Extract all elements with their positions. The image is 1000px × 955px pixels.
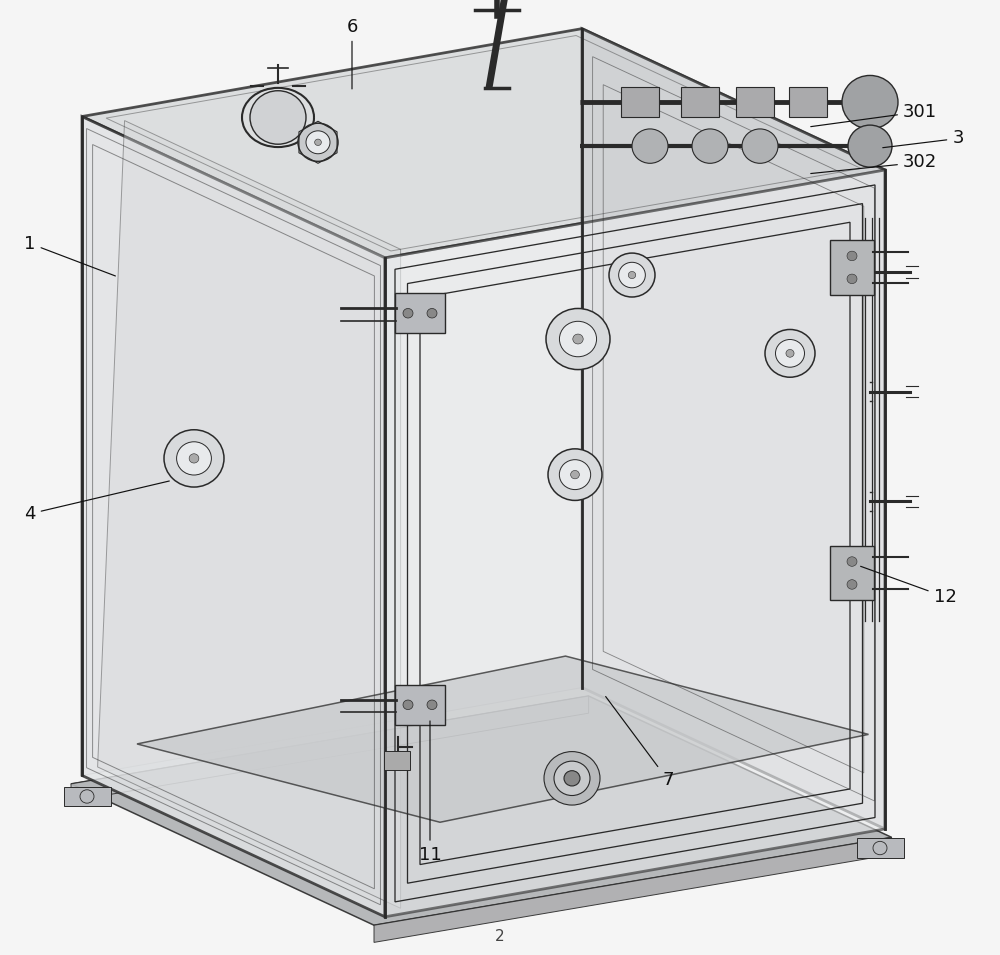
Text: 302: 302 (811, 154, 937, 174)
Circle shape (765, 329, 815, 377)
FancyBboxPatch shape (395, 685, 445, 725)
Circle shape (544, 752, 600, 805)
Circle shape (628, 271, 636, 279)
Text: 6: 6 (346, 18, 358, 89)
Circle shape (546, 308, 610, 370)
Text: 2: 2 (495, 928, 505, 944)
Text: 301: 301 (811, 103, 937, 127)
Circle shape (548, 449, 602, 500)
Circle shape (619, 263, 645, 287)
Circle shape (571, 471, 579, 478)
FancyBboxPatch shape (789, 87, 827, 117)
Circle shape (847, 557, 857, 566)
FancyBboxPatch shape (621, 87, 659, 117)
Circle shape (403, 308, 413, 318)
Circle shape (564, 771, 580, 786)
Circle shape (298, 123, 338, 161)
Circle shape (786, 350, 794, 357)
Polygon shape (374, 838, 892, 943)
FancyBboxPatch shape (64, 787, 110, 806)
Polygon shape (71, 696, 892, 925)
Circle shape (427, 308, 437, 318)
Circle shape (609, 253, 655, 297)
Circle shape (315, 139, 321, 145)
Circle shape (842, 75, 898, 129)
Polygon shape (82, 117, 385, 917)
Text: 11: 11 (419, 721, 441, 863)
Text: 1: 1 (24, 235, 115, 276)
Circle shape (250, 91, 306, 144)
FancyBboxPatch shape (384, 751, 410, 770)
Circle shape (559, 321, 597, 357)
Circle shape (427, 700, 437, 710)
Circle shape (306, 131, 330, 154)
FancyBboxPatch shape (856, 838, 904, 858)
Circle shape (847, 274, 857, 284)
Circle shape (403, 700, 413, 710)
Circle shape (164, 430, 224, 487)
Polygon shape (98, 120, 401, 908)
Circle shape (776, 340, 804, 367)
Polygon shape (82, 29, 582, 775)
Circle shape (847, 580, 857, 589)
Text: 4: 4 (24, 481, 169, 522)
Circle shape (559, 459, 591, 490)
Text: 12: 12 (861, 566, 956, 605)
Circle shape (742, 129, 778, 163)
FancyBboxPatch shape (736, 87, 774, 117)
FancyBboxPatch shape (830, 240, 874, 294)
Polygon shape (137, 656, 868, 822)
FancyBboxPatch shape (395, 293, 445, 333)
Circle shape (692, 129, 728, 163)
Circle shape (847, 251, 857, 261)
Circle shape (632, 129, 668, 163)
FancyBboxPatch shape (830, 546, 874, 601)
FancyBboxPatch shape (681, 87, 719, 117)
Polygon shape (71, 696, 589, 801)
Polygon shape (582, 29, 885, 829)
Circle shape (848, 125, 892, 167)
Circle shape (573, 334, 583, 344)
Text: 3: 3 (883, 130, 964, 148)
Circle shape (177, 442, 211, 475)
Circle shape (189, 454, 199, 463)
Circle shape (554, 761, 590, 796)
Polygon shape (385, 170, 885, 917)
Text: 7: 7 (606, 696, 674, 789)
Polygon shape (82, 29, 885, 258)
